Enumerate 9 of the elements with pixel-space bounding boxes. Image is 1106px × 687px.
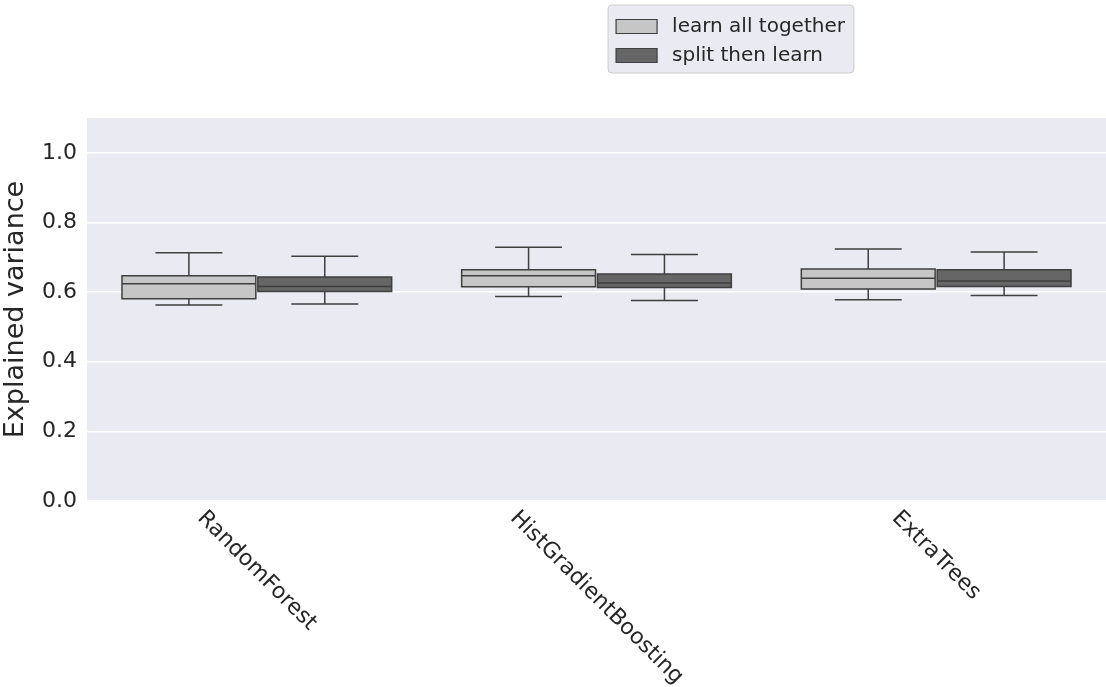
- y-tick-label: 1.0: [42, 138, 77, 164]
- legend-label: split then learn: [672, 41, 824, 66]
- legend-label: learn all together: [672, 12, 846, 37]
- y-tick-label: 0.0: [42, 486, 77, 512]
- y-tick-label: 0.2: [42, 417, 77, 443]
- y-axis-title: Explained variance: [0, 180, 30, 439]
- y-tick-label: 0.8: [42, 208, 77, 234]
- y-tick-label: 0.6: [42, 277, 77, 303]
- y-tick-label: 0.4: [42, 347, 77, 373]
